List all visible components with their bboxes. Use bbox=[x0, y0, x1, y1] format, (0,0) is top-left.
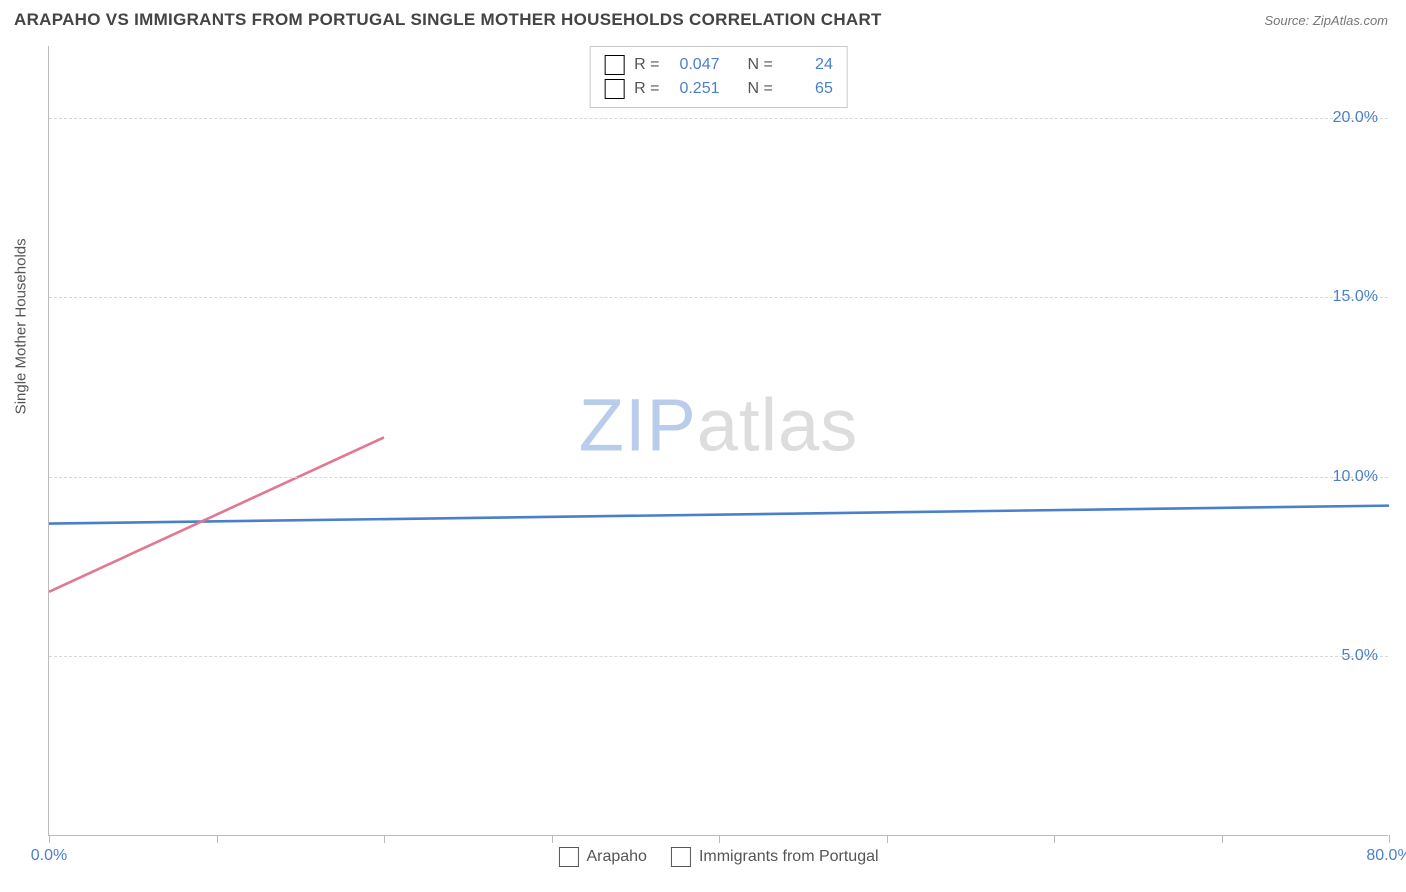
x-tick bbox=[217, 835, 218, 843]
trend-line-1 bbox=[49, 437, 384, 591]
n-value-1: 65 bbox=[783, 77, 833, 101]
r-value-0: 0.047 bbox=[670, 53, 720, 77]
legend-label-0: Arapaho bbox=[586, 848, 647, 866]
n-label: N = bbox=[748, 53, 773, 77]
x-tick bbox=[552, 835, 553, 843]
x-tick bbox=[1389, 835, 1390, 843]
n-label: N = bbox=[748, 77, 773, 101]
x-tick bbox=[887, 835, 888, 843]
bottom-legend: Arapaho Immigrants from Portugal bbox=[558, 847, 878, 867]
source-label: Source: ZipAtlas.com bbox=[1264, 13, 1388, 28]
r-label: R = bbox=[634, 77, 659, 101]
x-tick bbox=[384, 835, 385, 843]
gridline bbox=[49, 118, 1388, 119]
legend-swatch-series-1 bbox=[604, 79, 624, 99]
y-tick-label: 5.0% bbox=[1342, 647, 1378, 665]
stats-row-series-1: R = 0.251 N = 65 bbox=[604, 77, 833, 101]
x-tick bbox=[1222, 835, 1223, 843]
y-tick-label: 10.0% bbox=[1333, 468, 1378, 486]
y-tick-label: 20.0% bbox=[1333, 109, 1378, 127]
gridline bbox=[49, 656, 1388, 657]
stats-legend: R = 0.047 N = 24 R = 0.251 N = 65 bbox=[589, 46, 848, 108]
legend-label-1: Immigrants from Portugal bbox=[699, 848, 879, 866]
chart-title: ARAPAHO VS IMMIGRANTS FROM PORTUGAL SING… bbox=[14, 10, 882, 30]
y-tick-label: 15.0% bbox=[1333, 288, 1378, 306]
y-axis-title: Single Mother Households bbox=[13, 238, 30, 414]
r-value-1: 0.251 bbox=[670, 77, 720, 101]
scatter-plot-svg bbox=[49, 46, 1388, 835]
r-label: R = bbox=[634, 53, 659, 77]
x-tick bbox=[49, 835, 50, 843]
legend-swatch-bottom-1 bbox=[671, 847, 691, 867]
n-value-0: 24 bbox=[783, 53, 833, 77]
legend-swatch-bottom-0 bbox=[558, 847, 578, 867]
x-tick bbox=[1054, 835, 1055, 843]
legend-item-0: Arapaho bbox=[558, 847, 647, 867]
stats-row-series-0: R = 0.047 N = 24 bbox=[604, 53, 833, 77]
x-tick bbox=[719, 835, 720, 843]
chart-plot-area: Single Mother Households ZIPatlas R = 0.… bbox=[48, 46, 1388, 836]
x-tick-label: 80.0% bbox=[1366, 847, 1406, 865]
trend-line-0 bbox=[49, 506, 1389, 524]
legend-item-1: Immigrants from Portugal bbox=[671, 847, 879, 867]
x-tick-label: 0.0% bbox=[31, 847, 67, 865]
gridline bbox=[49, 297, 1388, 298]
legend-swatch-series-0 bbox=[604, 55, 624, 75]
gridline bbox=[49, 477, 1388, 478]
